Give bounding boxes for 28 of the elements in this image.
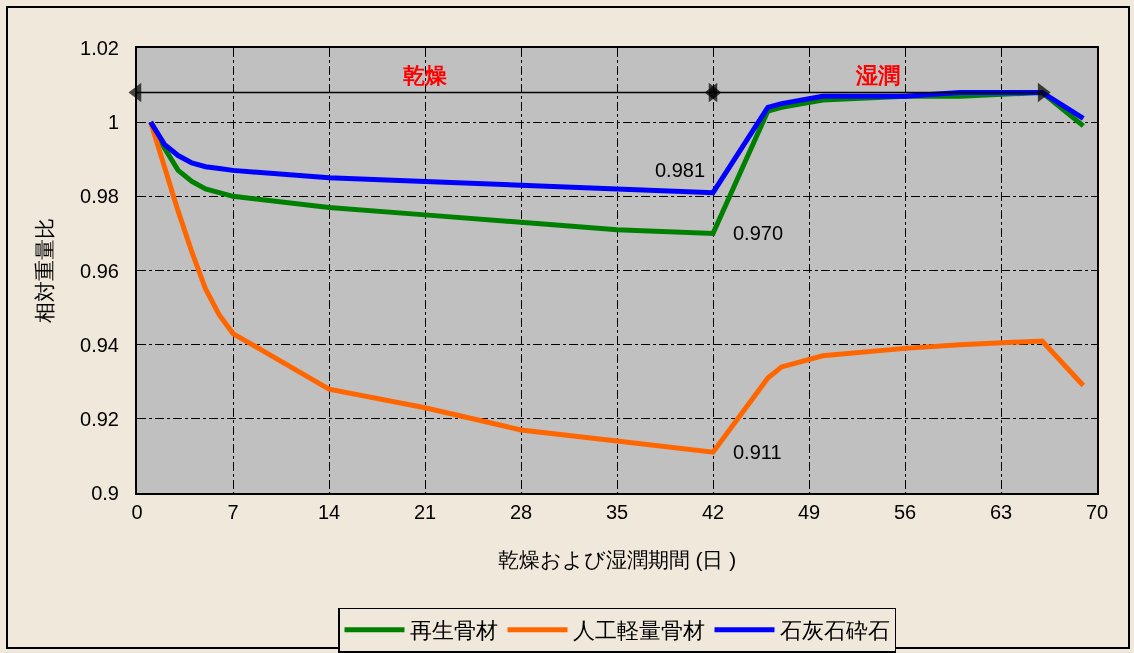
x-tick-label: 42 xyxy=(701,501,725,523)
y-tick-label: 0.9 xyxy=(91,482,119,504)
series-label: 湿潤 xyxy=(855,63,900,88)
x-tick-label: 0 xyxy=(131,501,143,523)
series-label: 乾燥 xyxy=(403,63,447,88)
y-tick-label: 0.94 xyxy=(80,333,119,356)
data-label: 0.981 xyxy=(655,159,706,181)
x-tick-label: 56 xyxy=(893,501,917,523)
y-tick-label: 1.02 xyxy=(80,37,119,59)
legend-label: 石灰石砕石 xyxy=(779,618,890,644)
x-tick-label: 28 xyxy=(509,501,533,523)
legend-label: 再生骨材 xyxy=(409,618,498,644)
y-tick-label: 0.98 xyxy=(80,185,119,208)
y-tick-label: 1 xyxy=(107,111,119,134)
x-axis-title: 乾燥および湿潤期間 (日 ) xyxy=(497,547,737,571)
y-tick-label: 0.92 xyxy=(80,407,119,430)
x-tick-label: 35 xyxy=(605,501,629,523)
legend-label: 人工軽量骨材 xyxy=(572,618,705,644)
x-tick-label: 14 xyxy=(317,501,341,523)
data-label: 0.970 xyxy=(733,222,784,244)
x-tick-label: 70 xyxy=(1085,501,1109,523)
x-tick-label: 21 xyxy=(413,501,437,523)
y-axis-title: 相対重量比 xyxy=(32,218,56,323)
x-tick-label: 49 xyxy=(797,501,821,523)
x-tick-label: 7 xyxy=(227,501,239,523)
y-tick-label: 0.96 xyxy=(80,259,119,282)
data-label: 0.911 xyxy=(733,441,782,463)
x-tick-label: 63 xyxy=(989,501,1013,523)
